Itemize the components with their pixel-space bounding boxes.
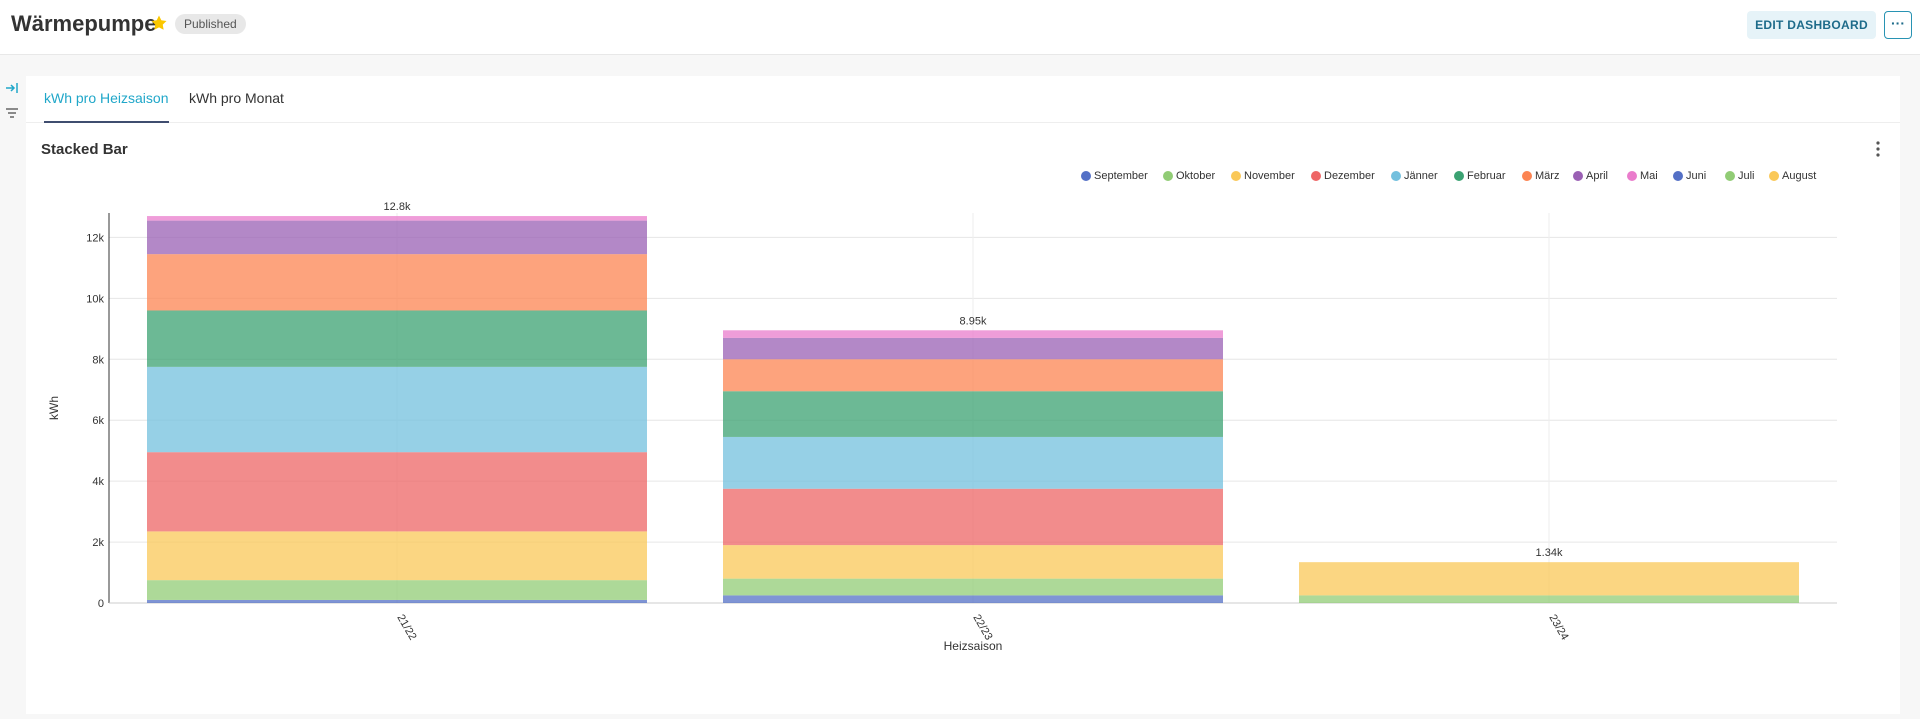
x-tick-label: 23/24 xyxy=(1546,613,1570,643)
chart-menu-icon[interactable] xyxy=(1874,140,1882,158)
bar-total-label: 8.95k xyxy=(960,315,987,327)
y-axis-title: kWh xyxy=(47,396,61,420)
bar-segment xyxy=(723,330,1223,338)
legend-item[interactable]: April xyxy=(1573,170,1608,182)
bar-segment xyxy=(723,391,1223,437)
dashboard-header: Wärmepumpe Published EDIT DASHBOARD ··· xyxy=(0,0,1920,55)
bar-segment xyxy=(147,254,647,311)
bar-segment xyxy=(723,359,1223,392)
legend-item[interactable]: Juli xyxy=(1725,170,1755,182)
legend-dot-icon xyxy=(1081,171,1091,181)
y-tick-label: 4k xyxy=(92,476,104,488)
legend-dot-icon xyxy=(1231,171,1241,181)
bar-segment xyxy=(723,488,1223,546)
bar-total-label: 1.34k xyxy=(1536,547,1563,559)
legend-dot-icon xyxy=(1627,171,1637,181)
legend-dot-icon xyxy=(1163,171,1173,181)
x-tick-label: 21/22 xyxy=(394,613,418,643)
bar-total-label: 12.8k xyxy=(384,201,411,213)
tab-kwh-pro-monat[interactable]: kWh pro Monat xyxy=(189,90,284,106)
x-tick-label: 22/23 xyxy=(970,613,994,643)
legend-item[interactable]: Juni xyxy=(1673,170,1706,182)
edit-dashboard-button[interactable]: EDIT DASHBOARD xyxy=(1747,11,1876,39)
chart-title: Stacked Bar xyxy=(41,141,128,158)
y-tick-label: 8k xyxy=(92,354,104,366)
legend-item[interactable]: März xyxy=(1522,170,1559,182)
tab-kwh-pro-heizsaison[interactable]: kWh pro Heizsaison xyxy=(44,90,169,123)
x-axis-title: Heizsaison xyxy=(944,639,1003,653)
bar-segment xyxy=(1299,562,1799,596)
bar-segment xyxy=(723,545,1223,579)
legend-dot-icon xyxy=(1454,171,1464,181)
legend-dot-icon xyxy=(1522,171,1532,181)
y-tick-label: 12k xyxy=(86,232,104,244)
bar-segment xyxy=(723,436,1223,489)
tab-bar: kWh pro Heizsaison kWh pro Monat xyxy=(26,76,1900,123)
bar-segment xyxy=(147,366,647,453)
y-tick-label: 0 xyxy=(98,598,104,610)
bar-segment xyxy=(147,531,647,581)
legend-dot-icon xyxy=(1391,171,1401,181)
expand-icon[interactable] xyxy=(5,81,19,95)
y-tick-label: 6k xyxy=(92,415,104,427)
filter-icon[interactable] xyxy=(5,106,19,120)
bar-segment xyxy=(723,595,1223,603)
stacked-bar-chart: 0 2k 4k 6k 8k 10k 12k 12.8k 21/22 8.95k 22/23 1.34k… xyxy=(47,201,1837,653)
legend-item[interactable]: Jänner xyxy=(1391,170,1438,182)
bar-segment xyxy=(147,599,647,603)
more-options-button[interactable]: ··· xyxy=(1884,11,1912,39)
status-badge: Published xyxy=(175,14,246,34)
legend-item[interactable]: Februar xyxy=(1454,170,1506,182)
y-tick-label: 2k xyxy=(92,537,104,549)
legend-item[interactable]: August xyxy=(1769,170,1816,182)
legend-item[interactable]: November xyxy=(1231,170,1295,182)
bar-segment xyxy=(1299,595,1799,603)
legend-item[interactable]: Dezember xyxy=(1311,170,1375,182)
bar-segment xyxy=(723,337,1223,360)
bar-segment xyxy=(147,310,647,367)
dashboard-title: Wärmepumpe xyxy=(11,11,157,36)
bar-segment xyxy=(147,580,647,600)
dashboard-panel: kWh pro Heizsaison kWh pro Monat Stacked… xyxy=(26,76,1900,714)
legend-dot-icon xyxy=(1573,171,1583,181)
legend-dot-icon xyxy=(1725,171,1735,181)
bar-segment xyxy=(147,216,647,221)
bar-segment xyxy=(147,452,647,532)
legend-dot-icon xyxy=(1311,171,1321,181)
legend-item[interactable]: Oktober xyxy=(1163,170,1215,182)
legend-dot-icon xyxy=(1673,171,1683,181)
legend-dot-icon xyxy=(1769,171,1779,181)
bar-segment xyxy=(723,578,1223,596)
legend-item[interactable]: Mai xyxy=(1627,170,1658,182)
legend-item[interactable]: September xyxy=(1081,170,1148,182)
favorite-star-icon[interactable] xyxy=(150,14,168,32)
y-tick-label: 10k xyxy=(86,293,104,305)
bar-segment xyxy=(147,220,647,255)
